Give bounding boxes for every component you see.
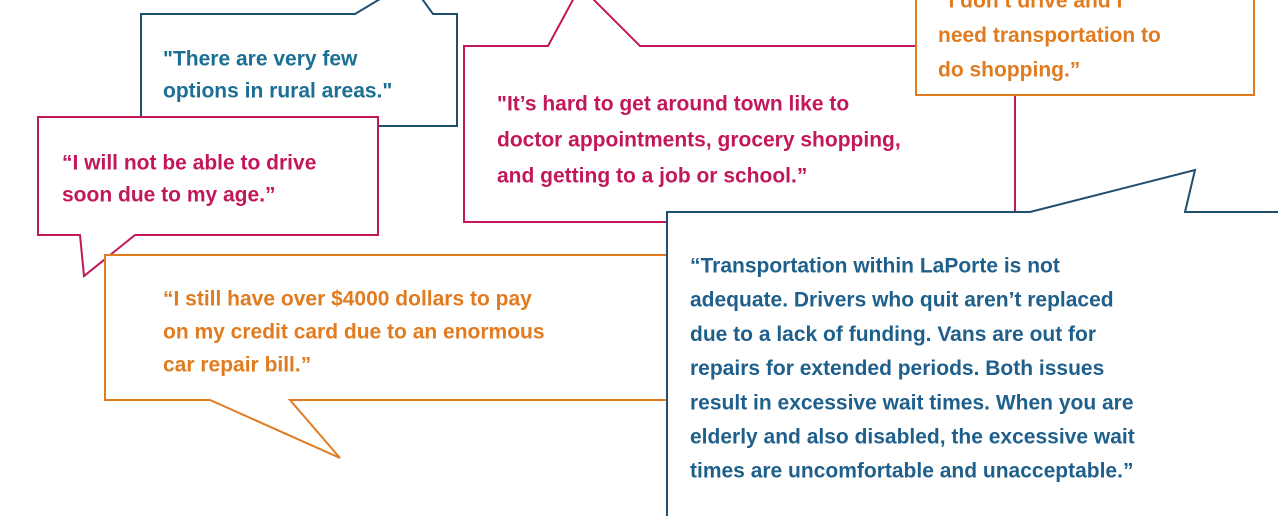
- quote-line: and getting to a job or school.”: [497, 165, 807, 188]
- bubble: [915, 0, 1255, 96]
- quote-line: “I will not be able to drive: [62, 152, 316, 175]
- bubble-text: “Transportation within LaPorte is not ade…: [690, 255, 1135, 483]
- quote-line: due to a lack of funding. Vans are out f…: [690, 323, 1096, 346]
- bubble-text: "It’s hard to get around town like to doc…: [497, 93, 901, 188]
- bubble-text: “I still have over $4000 dollars to pay o…: [163, 288, 545, 377]
- bubble-text: "There are very few options in rural area…: [163, 48, 392, 103]
- quote-line: “I still have over $4000 dollars to pay: [163, 288, 532, 311]
- quote-line: soon due to my age.”: [62, 184, 276, 207]
- bubble-text: “I don’t drive and I need transportation …: [938, 0, 1161, 82]
- quote-line: need transportation to: [938, 24, 1161, 47]
- quote-line: result in excessive wait times. When you…: [690, 391, 1134, 414]
- quote-line: times are uncomfortable and unacceptable…: [690, 460, 1133, 483]
- quote-line: “Transportation within LaPorte is not: [690, 255, 1060, 278]
- bubble-text: “I will not be able to drive soon due to …: [62, 152, 316, 207]
- quote-line: adequate. Drivers who quit aren’t replac…: [690, 289, 1114, 312]
- quote-line: doctor appointments, grocery shopping,: [497, 129, 901, 152]
- quote-line: options in rural areas.": [163, 80, 392, 103]
- quote-line: car repair bill.”: [163, 354, 311, 377]
- bubble: [463, 0, 1016, 223]
- bubble: [666, 168, 1278, 516]
- quote-line: "There are very few: [163, 48, 358, 71]
- quote-line: “I don’t drive and I: [938, 0, 1122, 13]
- quote-line: elderly and also disabled, the excessive…: [690, 426, 1135, 449]
- quote-line: do shopping.”: [938, 59, 1080, 82]
- quote-line: on my credit card due to an enormous: [163, 321, 545, 344]
- quote-line: "It’s hard to get around town like to: [497, 93, 849, 116]
- quote-line: repairs for extended periods. Both issue…: [690, 357, 1104, 380]
